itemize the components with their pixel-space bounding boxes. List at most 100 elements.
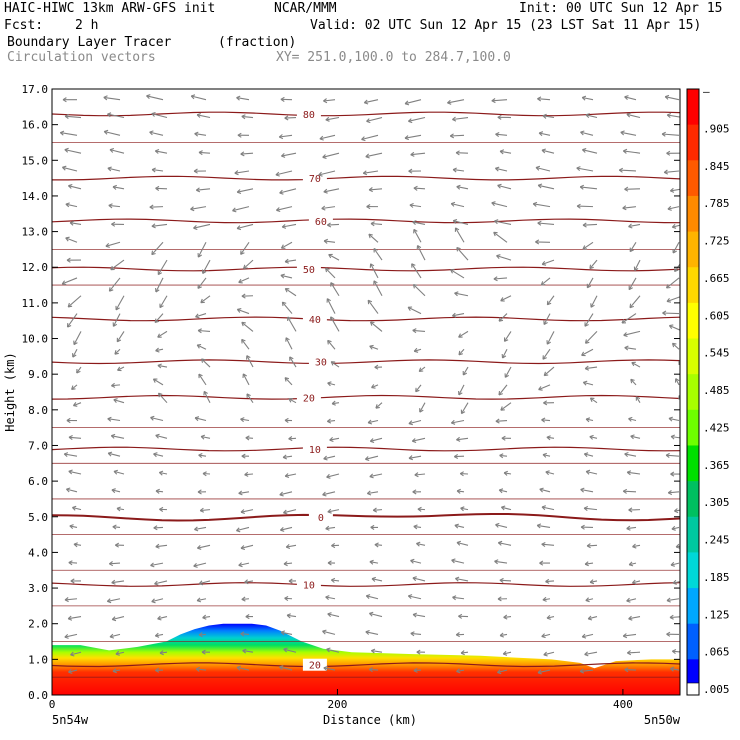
circulation-vector: [447, 99, 465, 105]
colorbar-swatch: [687, 195, 699, 233]
circulation-vector: [630, 378, 637, 386]
circulation-vector: [584, 561, 594, 567]
circulation-vector: [455, 632, 465, 638]
circulation-vector: [541, 633, 551, 639]
circulation-vector: [67, 295, 82, 308]
circulation-vector: [412, 283, 426, 297]
circulation-vector: [328, 253, 340, 261]
circulation-vector: [671, 342, 680, 350]
y-tick-label: 12.0: [22, 261, 49, 274]
circulation-vector: [452, 167, 465, 173]
circulation-vector: [237, 132, 250, 138]
circulation-vector: [366, 490, 379, 496]
isotherm-label: 80: [303, 110, 315, 121]
circulation-vector: [278, 134, 293, 140]
colorbar-label: .665: [703, 272, 730, 285]
colorbar-swatch: [687, 124, 699, 161]
circulation-vector: [493, 231, 508, 243]
circulation-vector: [416, 541, 426, 547]
circulation-vector: [283, 561, 293, 567]
y-tick-label: 5.0: [28, 511, 48, 524]
circulation-vector: [151, 241, 164, 256]
circulation-vector: [412, 612, 426, 618]
colorbar-swatch: [687, 338, 699, 375]
circulation-vector: [541, 417, 551, 423]
circulation-vector: [666, 150, 680, 156]
circulation-vector: [541, 148, 555, 154]
colorbar-label: .785: [703, 197, 730, 210]
circulation-vector: [455, 150, 469, 156]
isotherm-line: [52, 394, 680, 400]
circulation-vector: [197, 242, 207, 258]
circulation-vector: [626, 470, 641, 476]
circulation-vector: [196, 344, 207, 350]
circulation-vector: [366, 116, 383, 124]
circulation-vector: [107, 166, 121, 172]
circulation-vector: [661, 131, 680, 137]
circulation-vector: [501, 348, 508, 359]
circulation-vector: [112, 313, 121, 327]
circulation-vector: [284, 258, 297, 264]
circulation-vector: [460, 402, 469, 415]
circulation-vector: [412, 489, 422, 495]
circulation-vector: [193, 562, 207, 568]
circulation-vector: [111, 616, 125, 622]
circulation-vector: [452, 116, 469, 122]
colorbar-label: .905: [703, 122, 730, 135]
y-tick-label: 15.0: [22, 154, 49, 167]
circulation-vector: [327, 560, 336, 566]
circulation-vector: [65, 236, 78, 243]
y-tick-label: 0.0: [28, 689, 48, 702]
circulation-vector: [238, 277, 250, 284]
circulation-vector: [582, 147, 598, 154]
circulation-vector: [491, 98, 508, 104]
isotherm-label-bg: [296, 578, 321, 591]
circulation-vector: [194, 416, 207, 422]
circulation-vector: [501, 435, 512, 441]
circulation-vector: [71, 384, 78, 390]
circulation-vector: [280, 526, 293, 532]
isotherm-label-bg: [302, 172, 327, 185]
circulation-vector: [583, 452, 594, 458]
circulation-vector: [416, 245, 426, 261]
circulation-vector: [236, 665, 250, 671]
colorbar-label: .485: [703, 384, 730, 397]
circulation-vector: [493, 276, 508, 282]
circulation-vector: [108, 203, 121, 209]
circulation-vector: [283, 509, 297, 515]
circulation-vector: [365, 594, 379, 600]
circulation-vector: [410, 558, 422, 564]
circulation-vector: [542, 113, 555, 119]
circulation-vector: [326, 298, 336, 314]
circulation-vector: [245, 435, 254, 441]
circulation-vector: [374, 364, 383, 370]
circulation-vector: [155, 667, 164, 673]
circulation-vector: [456, 540, 469, 546]
circulation-vector: [626, 525, 637, 531]
circulation-vector: [407, 594, 422, 600]
circulation-vector: [68, 669, 78, 674]
y-tick-label: 17.0: [22, 83, 49, 96]
isotherm-label: 40: [309, 315, 321, 326]
circulation-vector: [159, 650, 168, 656]
circulation-vector: [151, 111, 168, 119]
circulation-vector: [369, 559, 379, 565]
isotherm-label-bg: [302, 443, 327, 456]
circulation-vector: [667, 205, 680, 211]
circulation-vector: [198, 373, 207, 386]
circulation-vector: [500, 402, 512, 411]
circulation-vector: [628, 416, 637, 422]
circulation-vector: [589, 434, 598, 440]
corner-left-label: 5n54w: [52, 713, 89, 727]
circulation-vector: [198, 150, 211, 156]
circulation-vector: [112, 184, 125, 190]
circulation-vector: [203, 390, 211, 403]
circulation-vector: [115, 295, 125, 311]
circulation-vector: [494, 559, 508, 565]
circulation-vector: [451, 558, 465, 564]
circulation-vector: [370, 221, 383, 227]
colorbar-swatch: [687, 409, 699, 446]
circulation-vector: [154, 313, 164, 324]
circulation-vector: [281, 223, 297, 229]
circulation-vector: [362, 170, 379, 176]
